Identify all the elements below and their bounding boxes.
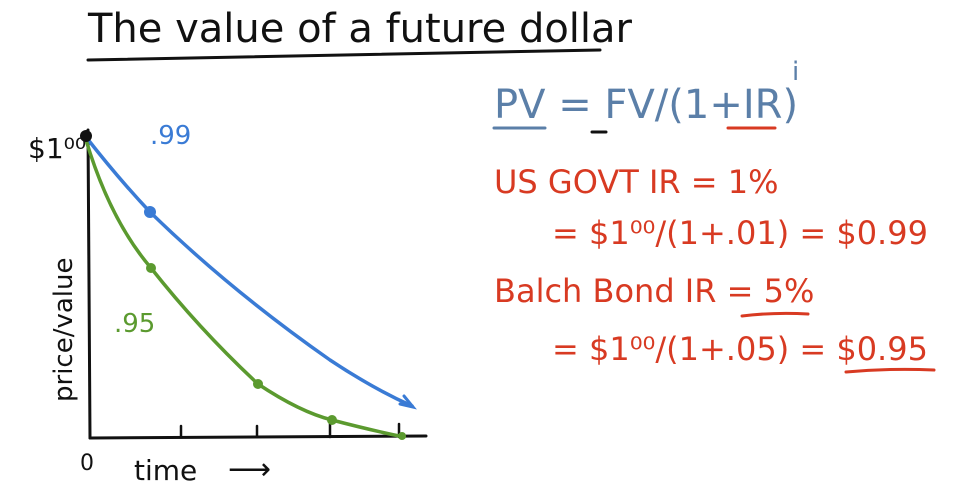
blue-curve-label: .99 [150, 121, 191, 151]
us-govt-heading: US GOVT IR = 1% [494, 163, 779, 201]
y-axis [86, 128, 92, 440]
balch-rate-underline [740, 311, 810, 318]
green-curve-point [327, 415, 337, 425]
y-axis-label: price/value [49, 258, 79, 403]
title-underline [86, 48, 602, 62]
pv-formula: PV = FV/(1+IR) [494, 82, 798, 128]
green-curve-point [253, 379, 263, 389]
balch-calc: = $1⁰⁰/(1+.05) = $0.95 [552, 330, 928, 368]
balch-result-underline [844, 367, 936, 374]
green-curve-point [398, 432, 406, 440]
blue-curve-point [144, 206, 156, 218]
green-curve-point [146, 263, 156, 273]
green-value-curve [84, 138, 406, 439]
blue-curve-arrowhead [398, 394, 417, 410]
pv-formula-exponent: i [792, 57, 799, 87]
x-axis-label: time [134, 454, 197, 487]
title: The value of a future dollar [87, 6, 633, 52]
blue-value-curve [84, 135, 414, 408]
origin-label: 0 [80, 451, 94, 476]
balch-heading: Balch Bond IR = 5% [494, 272, 814, 310]
green-curve-label: .95 [114, 309, 155, 339]
us-govt-calc: = $1⁰⁰/(1+.01) = $0.99 [552, 214, 928, 252]
start-point [80, 130, 92, 142]
x-axis-arrow: ⟶ [228, 452, 271, 487]
start-value-label: $1⁰⁰ [28, 132, 86, 165]
